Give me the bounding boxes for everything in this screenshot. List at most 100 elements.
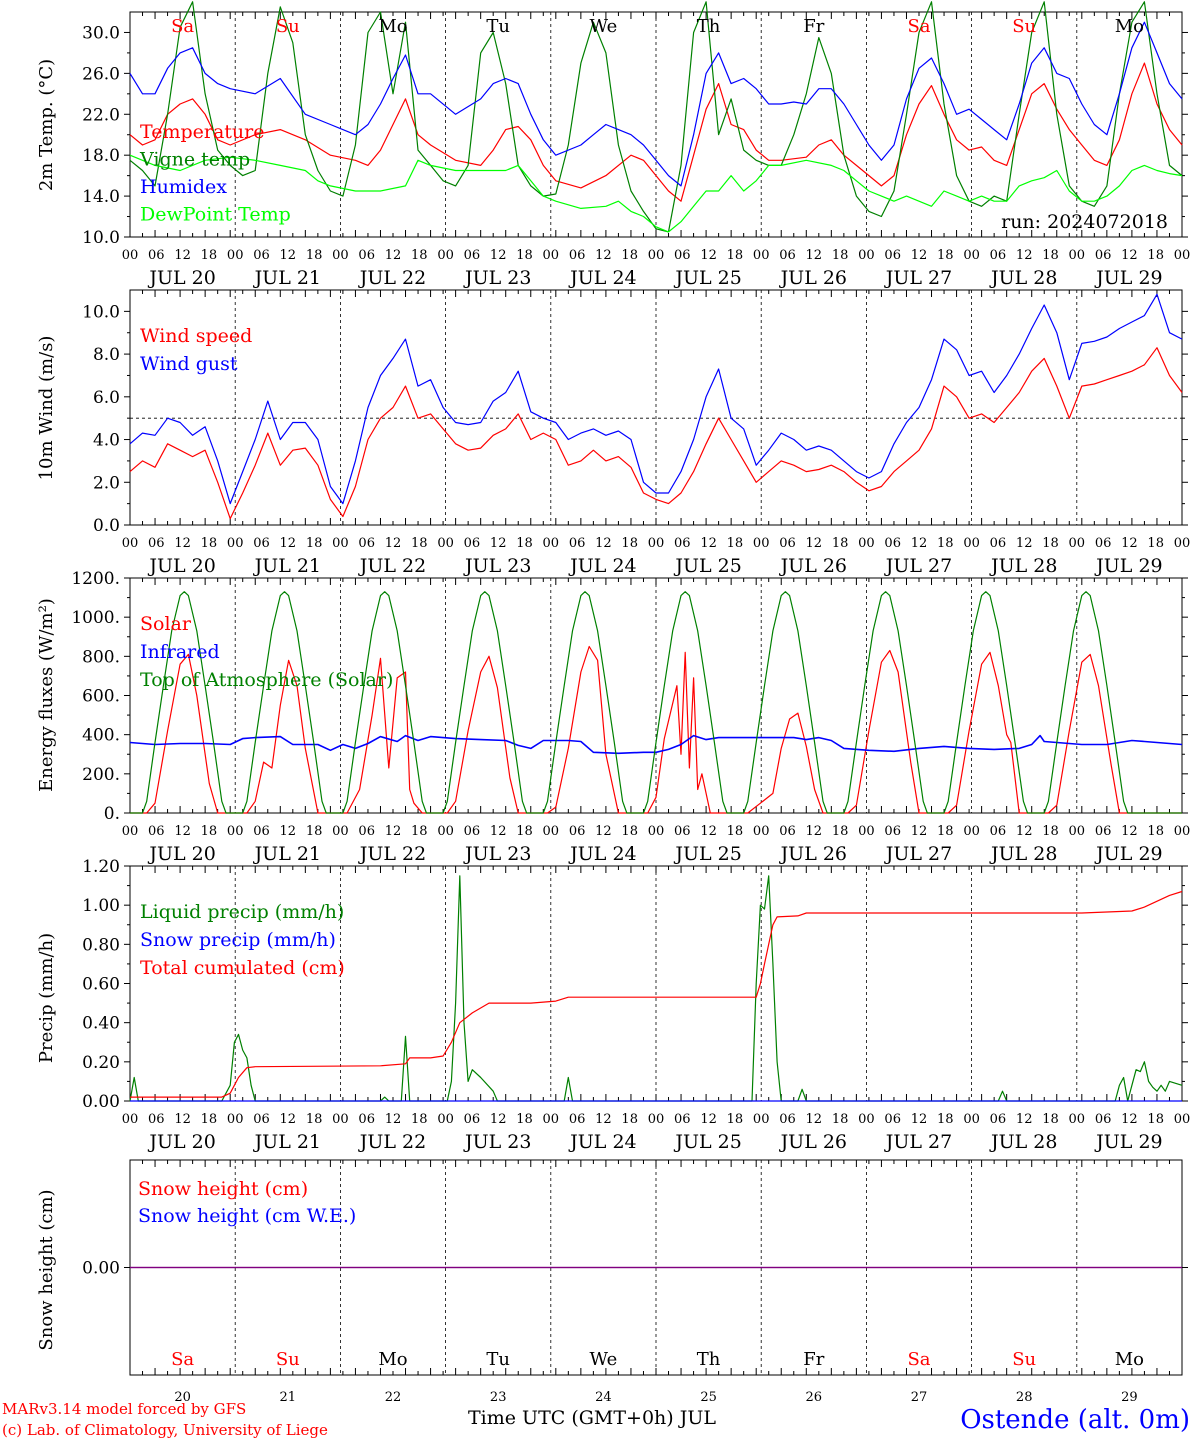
hour-label: 06 — [674, 824, 691, 839]
hour-label: 00 — [543, 536, 560, 551]
hour-label: 00 — [858, 824, 875, 839]
hour-label: 12 — [1016, 248, 1033, 263]
hour-label: 00 — [648, 248, 665, 263]
date-label: JUL 26 — [779, 267, 847, 289]
weekday-label: Fr — [803, 16, 824, 37]
hour-label: 06 — [148, 824, 165, 839]
hour-label: 18 — [621, 824, 638, 839]
hour-label: 12 — [490, 536, 507, 551]
hour-label: 00 — [332, 536, 349, 551]
date-label: JUL 22 — [358, 843, 426, 865]
hour-label: 12 — [911, 536, 928, 551]
date-label: JUL 24 — [568, 843, 636, 865]
legend-entry: Liquid precip (mm/h) — [140, 901, 344, 923]
hour-label: 12 — [700, 824, 717, 839]
hour-label: 18 — [1147, 824, 1164, 839]
y-tick-label: 1000. — [71, 608, 120, 628]
hour-label: 18 — [411, 536, 428, 551]
hour-label: 12 — [806, 536, 823, 551]
hour-label: 00 — [648, 1112, 665, 1127]
hour-label: 00 — [437, 824, 454, 839]
hour-label: 00 — [1069, 536, 1086, 551]
hour-label: 12 — [911, 248, 928, 263]
hour-label: 12 — [490, 1112, 507, 1127]
hour-label: 06 — [990, 1112, 1007, 1127]
hour-label: 18 — [201, 248, 218, 263]
date-label: JUL 25 — [673, 843, 741, 865]
hour-label: 00 — [437, 536, 454, 551]
hour-label: 12 — [1121, 1112, 1138, 1127]
hour-label: 06 — [358, 536, 375, 551]
weekday-label: Sa — [907, 1349, 930, 1370]
weekday-label: Mo — [1115, 16, 1144, 37]
hour-label: 18 — [411, 248, 428, 263]
hour-label: 18 — [201, 824, 218, 839]
hour-label: 00 — [858, 1112, 875, 1127]
legend-entry: Snow precip (mm/h) — [140, 929, 336, 951]
y-tick-label: 0.80 — [82, 935, 120, 955]
hour-label: 06 — [779, 248, 796, 263]
hour-label: 06 — [990, 248, 1007, 263]
hour-label: 00 — [227, 248, 244, 263]
hour-label: 18 — [516, 1112, 533, 1127]
hour-label: 12 — [385, 824, 402, 839]
hour-label: 12 — [595, 248, 612, 263]
day-number-label: 23 — [490, 1390, 507, 1405]
legend-entry: Vigne temp — [139, 149, 250, 171]
hour-label: 06 — [884, 248, 901, 263]
legend-entry: Top of Atmosphere (Solar) — [140, 669, 393, 691]
series-line — [129, 62, 1183, 202]
y-tick-label: 200. — [82, 765, 120, 785]
hour-label: 06 — [884, 1112, 901, 1127]
y-tick-label: 26.0 — [82, 64, 120, 84]
date-label: JUL 22 — [358, 1131, 426, 1153]
day-number-label: 24 — [595, 1390, 612, 1405]
hour-label: 12 — [385, 1112, 402, 1127]
date-label: JUL 22 — [358, 555, 426, 577]
hour-label: 06 — [253, 536, 270, 551]
hour-label: 18 — [516, 536, 533, 551]
date-label: JUL 27 — [884, 555, 952, 577]
hour-label: 12 — [595, 1112, 612, 1127]
hour-label: 18 — [1042, 536, 1059, 551]
hour-label: 06 — [148, 1112, 165, 1127]
hour-label: 12 — [280, 248, 297, 263]
hour-label: 06 — [674, 1112, 691, 1127]
legend-entry: Snow height (cm) — [138, 1178, 308, 1200]
hour-label: 12 — [385, 536, 402, 551]
hour-label: 18 — [1042, 1112, 1059, 1127]
hour-label: 18 — [1042, 824, 1059, 839]
hour-label: 06 — [253, 1112, 270, 1127]
hour-label: 00 — [437, 248, 454, 263]
hour-label: 12 — [1121, 536, 1138, 551]
hour-label: 12 — [595, 536, 612, 551]
day-number-label: 28 — [1016, 1390, 1033, 1405]
day-number-label: 25 — [700, 1390, 717, 1405]
y-tick-label: 2.0 — [93, 473, 120, 493]
copyright-credit: (c) Lab. of Climatology, University of L… — [2, 1421, 328, 1439]
weekday-label: Mo — [378, 16, 407, 37]
hour-label: 00 — [1174, 824, 1191, 839]
hour-label: 06 — [148, 536, 165, 551]
hour-label: 18 — [727, 248, 744, 263]
panel-grid — [124, 12, 1188, 1375]
legend-entry: Wind gust — [140, 353, 238, 375]
weekday-label: We — [590, 16, 618, 37]
hour-label: 00 — [122, 536, 139, 551]
hour-label: 00 — [122, 248, 139, 263]
date-label: JUL 29 — [1094, 555, 1162, 577]
date-label: JUL 24 — [568, 267, 636, 289]
date-label: JUL 23 — [463, 267, 531, 289]
hour-label: 18 — [1147, 248, 1164, 263]
hour-label: 12 — [1121, 248, 1138, 263]
y-tick-label: 0. — [104, 804, 120, 824]
day-number-label: 29 — [1121, 1390, 1138, 1405]
y-tick-label: 0.20 — [82, 1053, 120, 1073]
y-tick-label: 1.00 — [82, 896, 120, 916]
hour-label: 18 — [621, 248, 638, 263]
legend-entry: DewPoint Temp — [140, 204, 291, 226]
hour-label: 00 — [122, 1112, 139, 1127]
series-line — [130, 591, 1182, 814]
date-label: JUL 28 — [989, 1131, 1057, 1153]
